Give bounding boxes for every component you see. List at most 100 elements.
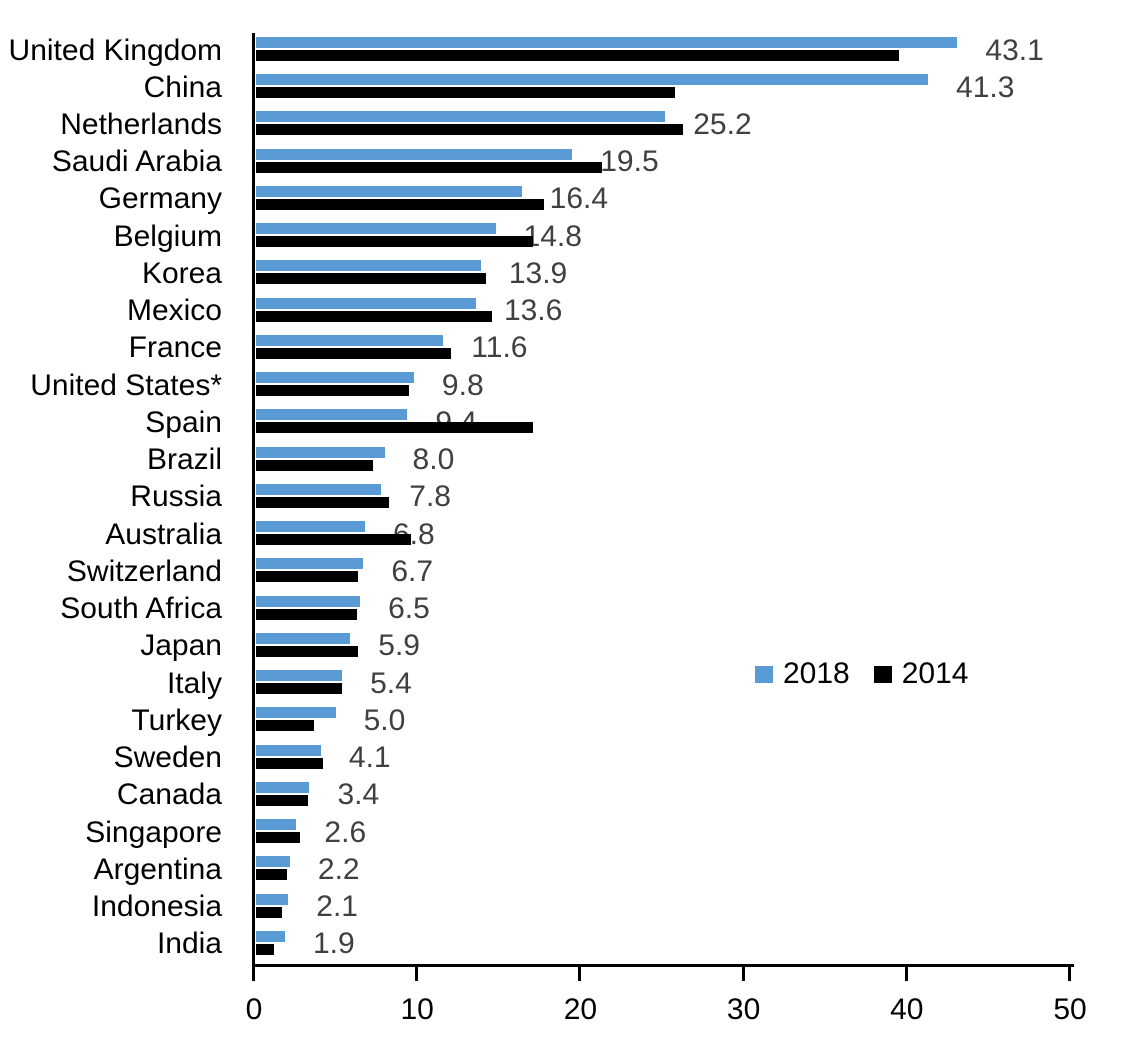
category-label: Canada — [116, 778, 222, 812]
bar-2018 — [256, 558, 364, 570]
category-label: Singapore — [85, 815, 222, 849]
category-label: Argentina — [93, 852, 222, 886]
category-label: Japan — [140, 629, 222, 663]
bar-2014 — [256, 757, 323, 769]
bar-2014 — [256, 720, 315, 732]
bar-2018 — [256, 930, 285, 942]
value-label: 3.4 — [337, 778, 380, 812]
bar-2014 — [256, 161, 602, 173]
y-axis-line — [252, 33, 255, 967]
legend-label-2018: 2018 — [783, 657, 850, 690]
value-label: 7.8 — [409, 480, 451, 514]
legend-swatch-2018 — [755, 665, 773, 683]
bar-2018 — [256, 37, 958, 48]
bar-2018 — [256, 74, 929, 86]
x-tick-label: 10 — [400, 993, 434, 1026]
category-label: Belgium — [113, 219, 222, 253]
x-tick-mark — [904, 964, 908, 981]
bar-2018 — [256, 595, 361, 607]
x-tick-mark — [1068, 964, 1071, 981]
bar-2018 — [256, 819, 297, 831]
bar-2014 — [256, 87, 676, 99]
value-label: 2.1 — [316, 890, 358, 924]
bar-2014 — [256, 571, 359, 583]
bar-2014 — [256, 50, 899, 61]
category-label: Turkey — [131, 703, 222, 737]
bar-2014 — [256, 422, 534, 434]
bar-2018 — [256, 409, 408, 421]
bar-2018 — [256, 223, 496, 235]
category-label: Saudi Arabia — [51, 145, 222, 179]
bar-2018 — [256, 148, 573, 160]
bar-2014 — [256, 534, 411, 546]
category-label: Korea — [141, 256, 222, 290]
category-label: United States* — [30, 368, 222, 402]
category-label: Netherlands — [60, 107, 222, 141]
bar-2014 — [256, 198, 545, 210]
x-tick-mark — [415, 964, 419, 981]
value-label: 13.9 — [508, 256, 568, 290]
bar-2014 — [256, 645, 359, 657]
category-label: Sweden — [113, 741, 222, 775]
category-label: Indonesia — [91, 890, 222, 924]
x-axis-line — [252, 964, 1074, 967]
value-label: 8.0 — [412, 443, 455, 477]
bar-2014 — [256, 906, 282, 918]
value-label: 6.7 — [391, 554, 434, 588]
category-label: India — [156, 927, 222, 961]
x-tick-label: 40 — [890, 993, 924, 1026]
bar-2018 — [256, 185, 522, 197]
value-label: 9.8 — [441, 368, 484, 402]
category-label: China — [143, 70, 222, 104]
value-label: 11.6 — [471, 331, 528, 365]
bar-2014 — [256, 496, 390, 508]
bar-2018 — [256, 483, 382, 495]
value-label: 2.6 — [324, 815, 367, 849]
category-label: South Africa — [60, 592, 222, 626]
value-label: 14.8 — [523, 219, 582, 253]
bar-2014 — [256, 385, 410, 397]
legend: 2018 2014 — [755, 659, 969, 689]
value-label: 5.0 — [363, 703, 406, 737]
bar-2014 — [256, 124, 684, 136]
bar-2018 — [256, 856, 290, 868]
value-label: 16.4 — [549, 182, 609, 216]
category-label: France — [128, 331, 222, 365]
bar-2014 — [256, 794, 308, 806]
bar-2018 — [256, 334, 444, 346]
value-label: 19.5 — [600, 145, 659, 179]
bar-2018 — [256, 297, 476, 309]
category-label: Germany — [98, 182, 222, 216]
legend-label-2014: 2014 — [901, 657, 969, 690]
bar-2018 — [256, 111, 666, 123]
category-label: Brazil — [146, 443, 222, 477]
category-label: Mexico — [126, 294, 222, 328]
bar-2018 — [256, 670, 343, 682]
bar-2014 — [256, 310, 493, 322]
value-label: 1.9 — [313, 927, 355, 961]
category-label: United Kingdom — [8, 33, 222, 67]
bar-2014 — [256, 608, 357, 620]
x-tick-label: 30 — [726, 993, 761, 1026]
x-tick-mark — [252, 964, 255, 981]
bar-2014 — [256, 832, 300, 844]
category-label: Italy — [166, 666, 222, 700]
bar-2018 — [256, 260, 481, 272]
legend-swatch-2014 — [873, 665, 892, 683]
value-label: 4.1 — [348, 741, 391, 775]
value-label: 43.1 — [985, 33, 1044, 67]
bar-2018 — [256, 372, 414, 384]
bar-2014 — [256, 347, 452, 359]
bar-2018 — [256, 744, 321, 756]
x-tick-label: 0 — [245, 993, 263, 1026]
bar-2018 — [256, 781, 310, 793]
category-label: Australia — [105, 517, 222, 551]
value-label: 2.2 — [317, 852, 360, 886]
bar-2018 — [256, 893, 289, 905]
bar-2018 — [256, 707, 336, 719]
value-label: 41.3 — [956, 70, 1015, 104]
bar-2018 — [256, 521, 365, 533]
bar-2014 — [256, 869, 287, 881]
bar-2018 — [256, 632, 351, 644]
